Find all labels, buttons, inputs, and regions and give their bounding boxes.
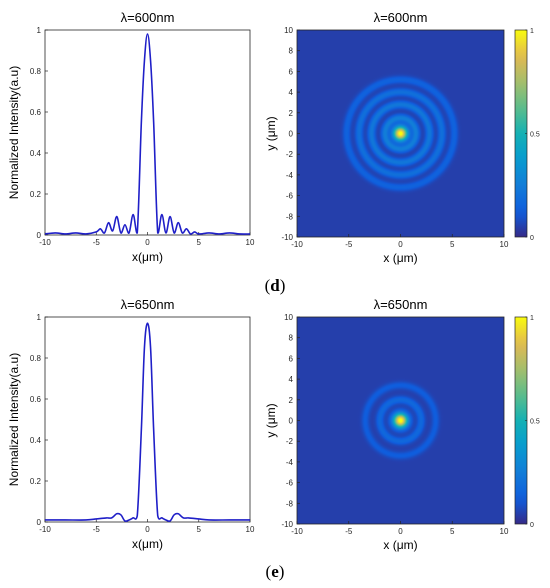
line-panel-e: -10 -5 0 5 10 0 0.2 0.4 0.6 0.8 1 λ=650nm x(μm) Norma… [7, 297, 255, 551]
x-tick-label: 10 [500, 527, 509, 536]
x-axis-label: x (μm) [383, 538, 417, 552]
x-tick-label: 0 [145, 238, 150, 247]
y-tick-label: 0 [289, 130, 294, 139]
x-tick-label: 0 [398, 240, 403, 249]
y-tick-label: 10 [284, 313, 293, 322]
colorbar-tick-label: 0.5 [530, 132, 540, 139]
y-axis-label: y (μm) [264, 403, 278, 437]
x-tick-label: 5 [450, 240, 455, 249]
plot-frame [44, 316, 251, 523]
x-tick-label: -10 [39, 238, 51, 247]
y-tick-label: 2 [289, 396, 294, 405]
y-tick-label: -10 [281, 520, 293, 529]
chart-title: λ=650nm [121, 297, 175, 312]
x-tick-label: 0 [145, 525, 150, 534]
caption-label-d: d [270, 276, 280, 295]
colorbar-tick-label: 1 [530, 28, 534, 35]
x-axis-label: x(μm) [132, 250, 163, 264]
caption-e: (e) [265, 562, 285, 581]
y-tick-label: 8 [289, 334, 294, 343]
y-tick-label: -2 [286, 150, 294, 159]
y-tick-label: -4 [286, 171, 294, 180]
x-tick-label: 0 [398, 527, 403, 536]
y-tick-label: 0.4 [30, 436, 42, 445]
chart-title: λ=600nm [121, 10, 175, 25]
y-tick-label: 8 [289, 47, 294, 56]
x-tick-label: -5 [345, 527, 353, 536]
y-tick-label: 0.4 [30, 149, 42, 158]
y-tick-label: 6 [289, 67, 294, 76]
x-tick-label: -10 [39, 525, 51, 534]
caption-d: (d) [264, 276, 286, 295]
y-tick-label: 1 [37, 313, 42, 322]
y-tick-label: 0 [37, 231, 42, 240]
x-tick-label: -5 [93, 525, 101, 534]
y-tick-label: 10 [284, 26, 293, 35]
x-tick-label: -5 [345, 240, 353, 249]
colorbar-tick-label: 0.5 [530, 419, 540, 426]
y-tick-label: 4 [289, 375, 294, 384]
x-tick-label: 10 [246, 525, 255, 534]
series-line-0 [45, 322, 250, 523]
series-line-0 [44, 33, 251, 235]
y-tick-label: 0.2 [30, 477, 42, 486]
y-tick-label: 1 [37, 26, 42, 35]
colorbar-tick-label: 0 [530, 522, 534, 529]
line-panel-d: -10 -5 0 5 10 0 0.2 0.4 0.6 0.8 1 λ=600nm x(μm) Norma… [7, 10, 255, 264]
chart-title: λ=650nm [374, 297, 428, 312]
y-tick-label: -10 [281, 233, 293, 242]
y-axis-label: y (μm) [264, 116, 278, 150]
colorbar-tick-label: 0 [530, 235, 534, 242]
x-tick-label: -10 [291, 527, 303, 536]
y-tick-label: 0.8 [30, 67, 42, 76]
y-tick-label: -6 [286, 192, 294, 201]
x-tick-label: 5 [450, 527, 455, 536]
y-tick-label: 0.6 [30, 108, 42, 117]
y-tick-label: 0 [289, 417, 294, 426]
plot-frame [44, 29, 251, 236]
x-tick-label: 10 [246, 238, 255, 247]
chart-title: λ=600nm [374, 10, 428, 25]
y-tick-label: 0.2 [30, 190, 42, 199]
y-tick-label: 0.6 [30, 395, 42, 404]
colorbar-tick-label: 1 [530, 315, 534, 322]
x-tick-label: 10 [500, 240, 509, 249]
y-tick-label: -4 [286, 458, 294, 467]
x-tick-label: -10 [291, 240, 303, 249]
y-tick-label: 6 [289, 354, 294, 363]
x-axis-label: x (μm) [383, 251, 417, 265]
x-tick-label: -5 [93, 238, 101, 247]
caption-label-e: e [271, 562, 279, 581]
y-axis-label: Normalized Intensity(a.u) [7, 66, 21, 199]
y-tick-label: 4 [289, 88, 294, 97]
y-tick-label: 2 [289, 109, 294, 118]
x-tick-label: 5 [197, 525, 202, 534]
y-tick-label: -8 [286, 212, 294, 221]
y-tick-label: -8 [286, 499, 294, 508]
heatmap-image [296, 316, 505, 525]
y-axis-label: Normalized Intensity(a.u) [7, 353, 21, 486]
x-tick-label: 5 [197, 238, 202, 247]
y-tick-label: 0.8 [30, 354, 42, 363]
y-tick-label: -6 [286, 479, 294, 488]
y-tick-label: -2 [286, 437, 294, 446]
heatmap-image [296, 29, 505, 238]
y-tick-label: 0 [37, 518, 42, 527]
x-axis-label: x(μm) [132, 537, 163, 551]
